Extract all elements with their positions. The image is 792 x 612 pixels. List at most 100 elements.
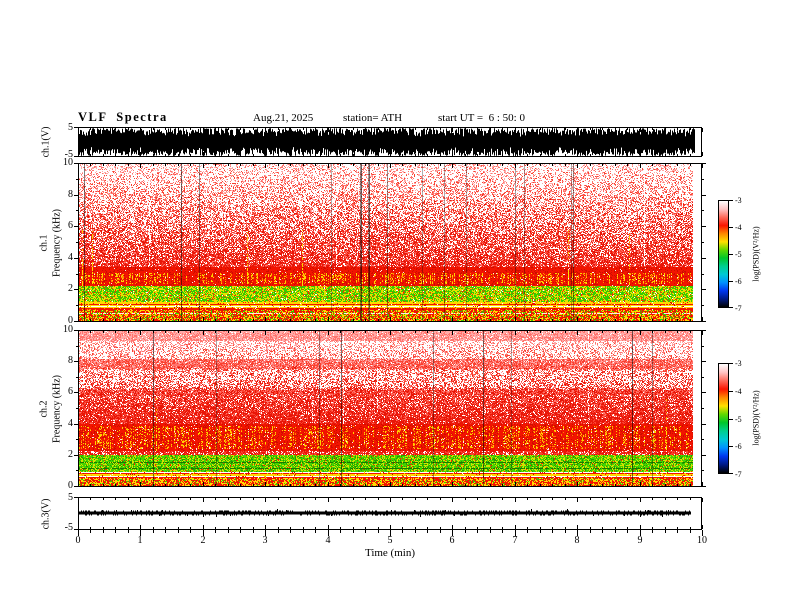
tick-mark: [452, 331, 453, 335]
tick-mark: [552, 128, 553, 130]
tick-mark: [702, 486, 706, 487]
tick-mark: [690, 527, 691, 529]
tick-mark: [602, 319, 603, 321]
tick-mark: [502, 331, 503, 333]
tick-label: 6: [449, 535, 455, 546]
tick-mark: [627, 498, 628, 500]
tick-mark: [78, 331, 79, 335]
tick-mark: [527, 498, 528, 500]
tick-mark: [228, 331, 229, 333]
tick-mark: [240, 319, 241, 321]
tick-mark: [315, 484, 316, 486]
tick-mark: [652, 154, 653, 156]
ch1-spec-channel-label: ch.1: [38, 234, 50, 252]
tick-mark: [465, 498, 466, 500]
ch2-spectrogram-canvas: [78, 330, 702, 487]
tick-mark: [702, 242, 704, 243]
tick-mark: [303, 498, 304, 500]
tick-mark: [415, 484, 416, 486]
tick-mark: [103, 128, 104, 130]
tick-mark: [328, 482, 329, 486]
tick-mark: [590, 319, 591, 321]
tick-mark: [590, 484, 591, 486]
tick-mark: [190, 498, 191, 500]
tick-mark: [565, 319, 566, 321]
tick-mark: [565, 527, 566, 529]
tick-mark: [440, 498, 441, 500]
tick-mark: [540, 128, 541, 130]
tick-mark: [602, 164, 603, 166]
tick-mark: [729, 307, 733, 308]
tick-mark: [165, 498, 166, 500]
tick-mark: [602, 530, 603, 533]
tick-mark: [74, 127, 78, 128]
tick-mark: [340, 128, 341, 130]
tick-mark: [702, 128, 703, 132]
tick-mark: [178, 128, 179, 130]
tick-mark: [615, 527, 616, 529]
tick-mark: [365, 530, 366, 533]
tick-mark: [90, 484, 91, 486]
tick-mark: [153, 484, 154, 486]
tick-mark: [640, 482, 641, 486]
tick-mark: [602, 154, 603, 156]
tick-mark: [702, 179, 704, 180]
tick-mark: [527, 154, 528, 156]
tick-mark: [627, 154, 628, 156]
tick-label: 4: [68, 252, 73, 263]
tick-mark: [552, 527, 553, 529]
tick-mark: [665, 331, 666, 333]
tick-mark: [265, 331, 266, 335]
tick-label: 10: [697, 535, 707, 546]
tick-mark: [729, 363, 733, 364]
tick-mark: [427, 319, 428, 321]
tick-mark: [140, 152, 141, 156]
tick-mark: [402, 331, 403, 333]
tick-mark: [477, 319, 478, 321]
tick-mark: [240, 331, 241, 333]
tick-mark: [465, 331, 466, 333]
tick-mark: [153, 154, 154, 156]
tick-mark: [702, 164, 703, 168]
tick-mark: [365, 128, 366, 130]
tick-label: 9: [637, 535, 643, 546]
tick-label: 5: [68, 122, 73, 133]
tick-mark: [677, 498, 678, 500]
tick-mark: [502, 154, 503, 156]
tick-mark: [240, 484, 241, 486]
tick-mark: [153, 530, 154, 533]
tick-mark: [128, 484, 129, 486]
tick-mark: [253, 527, 254, 529]
tick-mark: [153, 319, 154, 321]
tick-label: -4: [735, 223, 742, 232]
tick-mark: [290, 527, 291, 529]
tick-mark: [665, 484, 666, 486]
tick-mark: [340, 319, 341, 321]
tick-mark: [415, 530, 416, 533]
tick-mark: [515, 331, 516, 335]
tick-mark: [390, 164, 391, 168]
tick-mark: [627, 319, 628, 321]
tick-mark: [540, 484, 541, 486]
tick-mark: [78, 525, 79, 529]
tick-mark: [128, 128, 129, 130]
tick-mark: [365, 164, 366, 166]
tick-mark: [253, 319, 254, 321]
tick-mark: [303, 164, 304, 166]
tick-mark: [702, 424, 706, 425]
tick-mark: [702, 361, 706, 362]
tick-mark: [590, 530, 591, 533]
tick-mark: [602, 331, 603, 333]
tick-mark: [140, 317, 141, 321]
tick-mark: [602, 498, 603, 500]
tick-mark: [215, 530, 216, 533]
tick-mark: [515, 152, 516, 156]
tick-mark: [328, 128, 329, 132]
tick-label: 3: [262, 535, 268, 546]
tick-mark: [140, 525, 141, 529]
tick-mark: [340, 154, 341, 156]
tick-mark: [452, 317, 453, 321]
tick-mark: [278, 154, 279, 156]
tick-mark: [477, 527, 478, 529]
tick-mark: [378, 484, 379, 486]
